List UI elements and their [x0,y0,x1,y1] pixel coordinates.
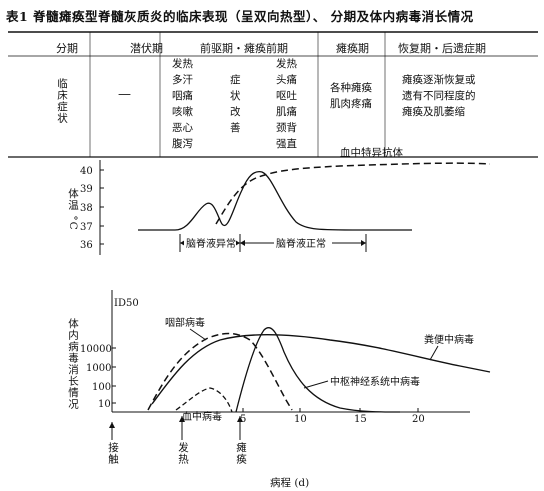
symptom-improvement-list: 症 状 改 善 [230,72,241,136]
prodromal-symptoms-list: 发热 多汗 咽痛 咳嗽 恶心 腹泻 [172,56,193,152]
pharynx-virus-curve [147,332,293,411]
antibody-curve [215,162,491,225]
feces-virus-curve [151,334,491,405]
preparalytic-symptoms-list: 发热 头痛 呕吐 肌痛 颈背 强直 [276,56,297,152]
paralytic-symptoms-list: 各种瘫痪 肌肉疼痛 [330,80,372,112]
symptom-item: 肌肉疼痛 [330,98,372,110]
virus-tick-label: 10000 [80,344,112,355]
arrowhead [235,240,240,246]
leader-line [189,328,207,341]
csf-abnormal-label: 脑脊液异常 [186,237,236,250]
feces-virus-label: 粪便中病毒 [424,333,474,346]
blood-virus-label: 血中病毒 [182,410,222,423]
label-backdrop [184,236,236,249]
symptom-item: 状 [230,90,241,102]
temperature-curve [138,170,412,231]
temp-tick-label: 38 [80,203,93,214]
incubation-value: — [118,87,131,102]
temp-tick-label: 40 [80,166,93,177]
pharynx-virus-label: 咽部病毒 [165,316,205,329]
virus-tick-label: 100 [92,382,111,393]
cns-virus-label: 中枢神经系统中病毒 [330,375,420,388]
symptom-item: 善 [230,122,241,134]
cns-virus-curve [235,327,401,413]
virus-x-tick-label: 15 [354,414,367,425]
arrowhead [237,416,243,422]
symptom-item: 恶心 [172,122,193,134]
event-paralysis-label: 瘫痪 [235,442,247,465]
symptom-item: 症 [230,74,241,86]
temperature-axis-label: 体温 °C [67,188,79,231]
symptom-item: 呕吐 [276,90,297,102]
symptom-item: 瘫痪逐渐恢复或 [402,74,476,86]
symptom-item: 各种瘫痪 [330,82,372,94]
blood-virus-curve [175,387,233,413]
event-contact-label: 接触 [107,442,119,465]
virus-tick-label: 10 [98,399,111,410]
symptom-item: 肌痛 [276,106,297,118]
leader-line [429,345,439,361]
symptom-item: 头痛 [276,74,297,86]
label-backdrop [274,236,332,249]
event-fever-label: 发热 [177,442,189,465]
symptom-item: 发热 [172,58,193,70]
virus-tick-label: 1000 [86,363,111,374]
symptom-item: 咳嗽 [172,106,193,118]
row-label-clinical-symptoms: 临床症状 [56,78,68,124]
virus-x-tick-label: 5 [240,414,246,425]
recovery-symptoms-list: 瘫痪逐渐恢复或 遗有不同程度的 瘫痪及肌萎缩 [402,72,476,120]
symptom-item: 强直 [276,138,297,150]
virus-axis-label: 体内病毒消长情况 [67,318,79,410]
virus-y-ticks [112,347,116,404]
header-recovery: 恢复期・后遗症期 [398,42,486,55]
csf-normal-label: 脑脊液正常 [276,237,326,250]
header-incubation: 潜伏期 [130,42,163,55]
arrowhead [179,416,185,422]
temp-tick-label: 37 [80,222,93,233]
arrowhead [180,240,185,246]
symptom-item: 瘫痪及肌萎缩 [402,106,465,118]
table-title: 表1 脊髓瘫痪型脊髓灰质炎的临床表现（呈双向热型）、 分期及体内病毒消长情况 [6,9,474,24]
x-axis-label: 病程 (d) [270,476,309,489]
header-prodromal: 前驱期・瘫痪前期 [200,42,288,55]
temp-y-ticks [100,169,104,245]
symptom-item: 腹泻 [172,138,193,150]
symptom-item: 多汗 [172,74,193,86]
temp-tick-label: 36 [80,240,93,251]
symptom-item: 改 [230,106,241,118]
symptom-item: 咽痛 [172,90,193,102]
antibody-label: 血中特异抗体 [340,146,403,159]
id50-label: ID50 [114,298,139,309]
symptom-item: 发热 [276,58,297,70]
arrowhead [240,240,245,246]
symptom-item: 遗有不同程度的 [402,90,476,102]
header-paralytic: 瘫痪期 [336,42,369,55]
header-stage: 分期 [56,42,78,55]
arrowhead [109,422,115,428]
symptom-item: 颈背 [276,122,297,134]
virus-x-tick-label: 20 [412,414,425,425]
virus-x-tick-label: 10 [294,414,307,425]
temp-tick-label: 39 [80,184,93,195]
arrowhead [361,240,366,246]
leader-line [303,380,329,389]
